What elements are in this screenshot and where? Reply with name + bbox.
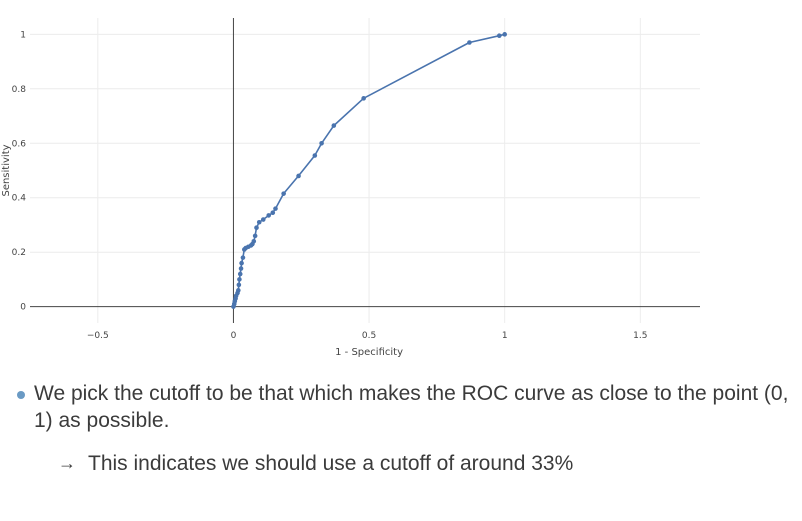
roc-point [270, 210, 276, 216]
roc-point [256, 219, 262, 225]
axes [30, 18, 700, 323]
x-tick-label: 0 [231, 331, 237, 341]
roc-point [312, 153, 318, 158]
roc-point [239, 260, 244, 266]
roc-point [240, 255, 246, 260]
y-tick-label: 0.4 [12, 194, 27, 204]
roc-point [238, 266, 244, 271]
roc-point [266, 213, 272, 218]
roc-chart: 0 0.2 0.4 0.6 0.8 1 −0.5 0 0.5 1 1.5 1 - Specifici… [1, 18, 700, 358]
grid-lines [30, 18, 700, 323]
y-axis-title: Sensitivity [1, 144, 12, 196]
roc-point [296, 173, 301, 179]
roc-point [467, 40, 472, 45]
bullet-dot-icon [17, 391, 25, 399]
x-axis-title: 1 - Specificity [335, 347, 403, 358]
arrow-right-icon: → [58, 453, 76, 473]
roc-point [237, 277, 242, 282]
roc-point [281, 191, 286, 196]
sub-bullet-text: This indicates we should use a cutoff of… [88, 452, 574, 475]
roc-point [251, 239, 257, 244]
roc-point [236, 288, 241, 293]
roc-point [361, 96, 366, 101]
notes-section: We pick the cutoff to be that which make… [14, 380, 794, 477]
x-tick-label: −0.5 [87, 331, 109, 341]
roc-point [237, 271, 243, 277]
y-tick-label: 0.6 [12, 139, 27, 149]
y-tick-label: 0.8 [12, 85, 27, 95]
x-tick-label: 1 [502, 331, 508, 341]
roc-point [331, 123, 337, 128]
x-tick-label: 1.5 [633, 331, 647, 341]
bullet-text: We pick the cutoff to be that which make… [34, 382, 789, 432]
sub-bullet-item: → This indicates we should use a cutoff … [14, 450, 794, 477]
bullet-item: We pick the cutoff to be that which make… [14, 380, 794, 434]
roc-point [252, 233, 258, 239]
roc-point [502, 32, 507, 37]
x-tick-label: 0.5 [362, 331, 376, 341]
y-tick-label: 0 [20, 303, 26, 313]
roc-point [260, 217, 266, 222]
roc-point [496, 33, 502, 39]
roc-point [236, 282, 242, 288]
roc-point [273, 206, 278, 211]
series-layer [231, 32, 507, 309]
roc-point [254, 225, 259, 230]
y-tick-label: 1 [20, 30, 26, 40]
y-tick-label: 0.2 [12, 248, 26, 258]
tick-labels: 0 0.2 0.4 0.6 0.8 1 −0.5 0 0.5 1 1.5 [12, 30, 648, 341]
roc-point [319, 140, 324, 146]
